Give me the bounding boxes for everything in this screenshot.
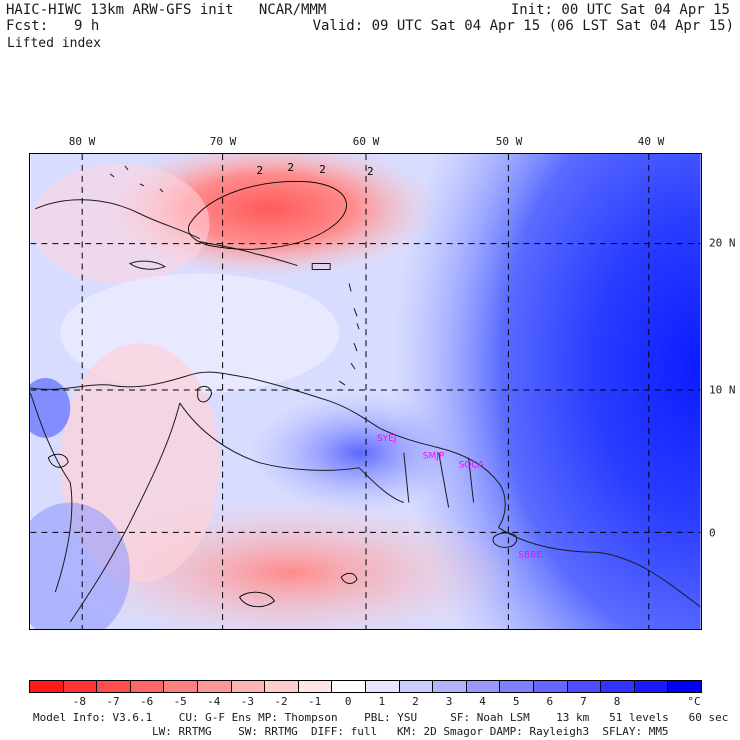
colorbar-swatch: [533, 680, 568, 693]
station-soca: SOCA: [459, 461, 485, 471]
lon-label-40w: 40 W: [637, 135, 665, 148]
colorbar-swatch: [365, 680, 400, 693]
colorbar-tick-label: -1: [307, 695, 322, 708]
colorbar-swatch: [667, 680, 702, 693]
station-smjp: SMJP: [423, 452, 445, 462]
colorbar-swatch: [264, 680, 299, 693]
lesser-antilles: [338, 283, 360, 386]
lifted-index-map: 2 2 2 2 SYEJ SMJP SOCA SBBE: [29, 153, 702, 630]
contour-minus2-south: [340, 572, 358, 584]
pacific-blue-north: [30, 378, 71, 438]
station-syej: SYEJ: [377, 434, 396, 444]
hispaniola-coast: [199, 241, 298, 267]
venezuela-guiana-blue: [249, 392, 469, 513]
contour-label-4: 2: [367, 165, 374, 178]
colorbar-tick-label: 1: [378, 695, 386, 708]
colorbar-swatch: [197, 680, 232, 693]
colombia-border: [69, 402, 181, 623]
western-caribbean-pink: [30, 163, 210, 284]
colorbar-tick-label: 7: [580, 695, 587, 708]
colorbar-tick-label: 4: [479, 695, 486, 708]
field-name: Lifted index: [7, 36, 101, 51]
contour-label-3: 2: [319, 163, 326, 176]
lake-maracaibo: [197, 385, 213, 403]
model-title: HAIC-HIWC 13km ARW-GFS init NCAR/MMM: [6, 2, 327, 18]
colorbar-tick-label: -5: [173, 695, 187, 708]
lon-label-50w: 50 W: [495, 135, 523, 148]
amazon-delta: [492, 532, 518, 548]
contour-label-2: 2: [287, 161, 294, 174]
colorbar-swatch: [499, 680, 534, 693]
colorbar-swatch: [633, 680, 669, 693]
colorbar-tick-label: -8: [72, 695, 87, 708]
station-sbbe: SBBE: [518, 550, 542, 560]
contour-minus2-southwest: [238, 591, 275, 608]
forecast-hour: 9 h: [74, 18, 100, 34]
colorbar-swatch: [230, 680, 266, 693]
contour-label-1: 2: [256, 164, 263, 177]
pacific-blue: [30, 502, 130, 629]
lon-label-80w: 80 W: [68, 135, 96, 148]
colorbar-swatch: [331, 680, 366, 693]
colorbar-swatch: [62, 680, 98, 693]
colorbar-swatch: [96, 680, 131, 693]
venezuela-border: [179, 402, 360, 471]
colorbar-tick-label: 0: [344, 695, 352, 708]
colorbar-swatch: [566, 680, 602, 693]
colorbar-swatch: [163, 680, 198, 693]
colorbar-tick-label: -3: [240, 695, 255, 708]
contour-minus2-small: [47, 453, 69, 468]
lon-label-70w: 70 W: [209, 135, 237, 148]
valid-time: Valid: 09 UTC Sat 04 Apr 15 (06 LST Sat …: [312, 18, 734, 34]
lon-label-60w: 60 W: [352, 135, 380, 148]
colorbar-tick-label: -2: [274, 695, 288, 708]
colorbar-swatch: [465, 680, 501, 693]
colorbar-swatch: [398, 680, 434, 693]
contour-minus2-north: [188, 181, 347, 250]
colorbar-unit: °C: [687, 695, 701, 708]
lat-label-20n: 20 N: [709, 236, 736, 250]
lat-label-0: 0: [709, 526, 716, 540]
colorbar-tick-label: -6: [139, 695, 154, 708]
model-info-line1: Model Info: V3.6.1 CU: G-F Ens MP: Thomp…: [33, 711, 729, 724]
contours: [47, 181, 358, 608]
colorbar-swatch: [29, 680, 64, 693]
forecast-label: Fcst:: [6, 18, 49, 34]
guiana-borders: [358, 452, 475, 508]
colorbar-tick-label: -7: [106, 695, 120, 708]
lat-label-10n: 10 N: [709, 383, 736, 397]
colorbar-swatch: [297, 680, 333, 693]
colorbar-tick-label: 8: [613, 695, 621, 708]
colorbar-tick-label: 6: [546, 695, 554, 708]
colorbar-swatch: [129, 680, 165, 693]
pacific-coast: [30, 392, 73, 593]
bahamas: [109, 165, 164, 193]
model-info-line2: LW: RRTMG SW: RRTMG DIFF: full KM: 2D Sm…: [152, 725, 669, 738]
cuba-coast: [35, 199, 200, 240]
jamaica-coast: [128, 260, 166, 270]
colorbar-swatch: [600, 680, 635, 693]
colorbar-tick-label: 3: [445, 695, 453, 708]
colorbar-tick-label: -4: [207, 695, 221, 708]
brazil-coast: [498, 527, 701, 608]
graticule: [30, 154, 701, 629]
init-time: Init: 00 UTC Sat 04 Apr 15: [510, 2, 730, 18]
colorbar-swatch: [432, 680, 467, 693]
colorbar-tick-label: 2: [412, 695, 419, 708]
puerto-rico-coast: [311, 263, 331, 271]
south-america-north-coast: [30, 371, 506, 528]
colorbar-tick-label: 5: [512, 695, 520, 708]
coastlines: [30, 165, 701, 623]
